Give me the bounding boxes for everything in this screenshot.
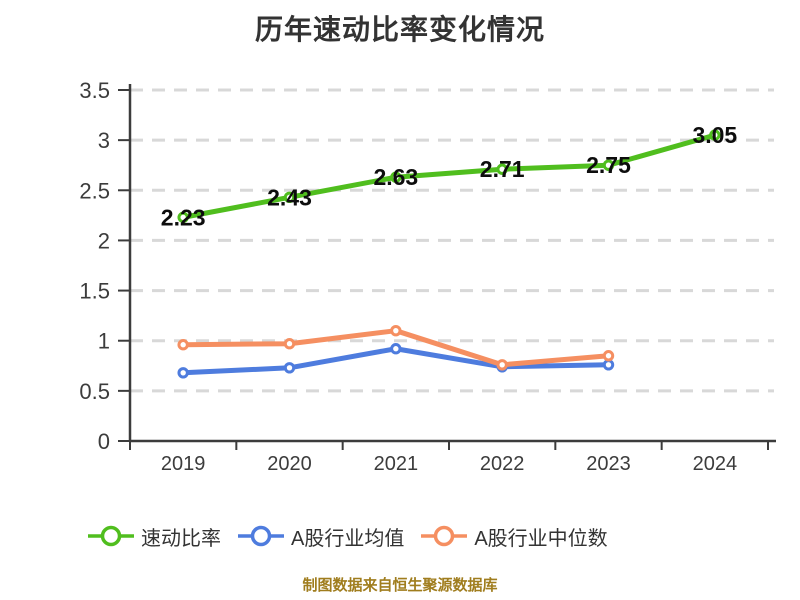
series-industry-median xyxy=(177,324,615,371)
x-tick-label: 2019 xyxy=(161,453,206,475)
legend-item-industry-average[interactable]: A股行业均值 xyxy=(238,522,404,551)
line-chart: 0 0.5 1 1.5 2 2.5 3 3.5 2019 2020 2021 2022 2023 2024… xyxy=(79,78,776,475)
data-point-marker xyxy=(177,367,189,379)
legend-marker-icon xyxy=(238,525,284,547)
y-axis-ticks: 0 0.5 1 1.5 2 2.5 3 3.5 xyxy=(79,78,130,454)
legend-item-label: A股行业中位数 xyxy=(474,527,608,550)
data-point-label: 2.23 xyxy=(161,204,206,230)
y-tick-label: 0 xyxy=(98,429,110,454)
x-tick-label: 2020 xyxy=(267,453,312,475)
x-tick-label: 2023 xyxy=(586,453,631,475)
legend-item-quick-ratio[interactable]: 速动比率 xyxy=(88,522,221,551)
data-point-marker xyxy=(390,324,402,337)
data-point-label: 2.71 xyxy=(480,156,525,182)
data-point-marker xyxy=(283,191,296,204)
series-quick-ratio xyxy=(177,129,721,224)
data-point-marker xyxy=(390,343,402,355)
data-point-marker xyxy=(496,163,508,175)
y-tick-label: 3.5 xyxy=(79,78,110,103)
series-line-quick-ratio xyxy=(180,132,718,220)
data-point-marker xyxy=(283,338,296,350)
data-point-marker xyxy=(283,362,296,374)
y-tick-label: 0.5 xyxy=(79,379,110,404)
legend-marker-icon xyxy=(88,525,134,547)
data-point-label: 2.43 xyxy=(267,184,312,210)
data-point-label: 3.05 xyxy=(692,122,737,148)
x-tick-label: 2021 xyxy=(374,453,419,475)
data-point-marker xyxy=(177,339,189,351)
data-point-marker xyxy=(602,159,615,171)
y-gridlines xyxy=(130,88,774,393)
data-source-note: 制图数据来自恒生聚源数据库 xyxy=(302,577,498,594)
y-tick-label: 2.5 xyxy=(79,178,110,203)
legend-item-label: 速动比率 xyxy=(141,527,221,550)
y-tick-label: 1.5 xyxy=(79,279,110,304)
data-point-label: 2.75 xyxy=(586,152,631,178)
y-tick-label: 1 xyxy=(98,329,110,354)
series-quick-ratio-labels: 2.23 2.43 2.63 2.71 2.75 3.05 xyxy=(161,122,738,230)
legend-item-label: A股行业均值 xyxy=(291,527,405,550)
data-point-marker xyxy=(709,129,721,141)
x-tick-label: 2022 xyxy=(480,453,525,475)
data-point-marker xyxy=(496,359,508,371)
data-point-marker xyxy=(602,350,615,362)
y-tick-label: 3 xyxy=(98,128,110,153)
data-point-marker xyxy=(390,171,402,183)
chart-title: 历年速动比率变化情况 xyxy=(254,14,545,45)
data-point-label: 2.63 xyxy=(373,164,418,190)
data-point-marker xyxy=(602,359,615,371)
x-tick-label: 2024 xyxy=(693,453,738,475)
chart-legend: 速动比率 A股行业均值 A股行业中位数 xyxy=(88,520,608,552)
legend-item-industry-median[interactable]: A股行业中位数 xyxy=(421,522,608,551)
data-point-marker xyxy=(177,211,189,224)
legend-marker-icon xyxy=(421,525,468,547)
y-tick-label: 2 xyxy=(98,228,110,253)
x-axis-ticks: 2019 2020 2021 2022 2023 2024 xyxy=(129,441,769,475)
axes xyxy=(128,84,776,443)
